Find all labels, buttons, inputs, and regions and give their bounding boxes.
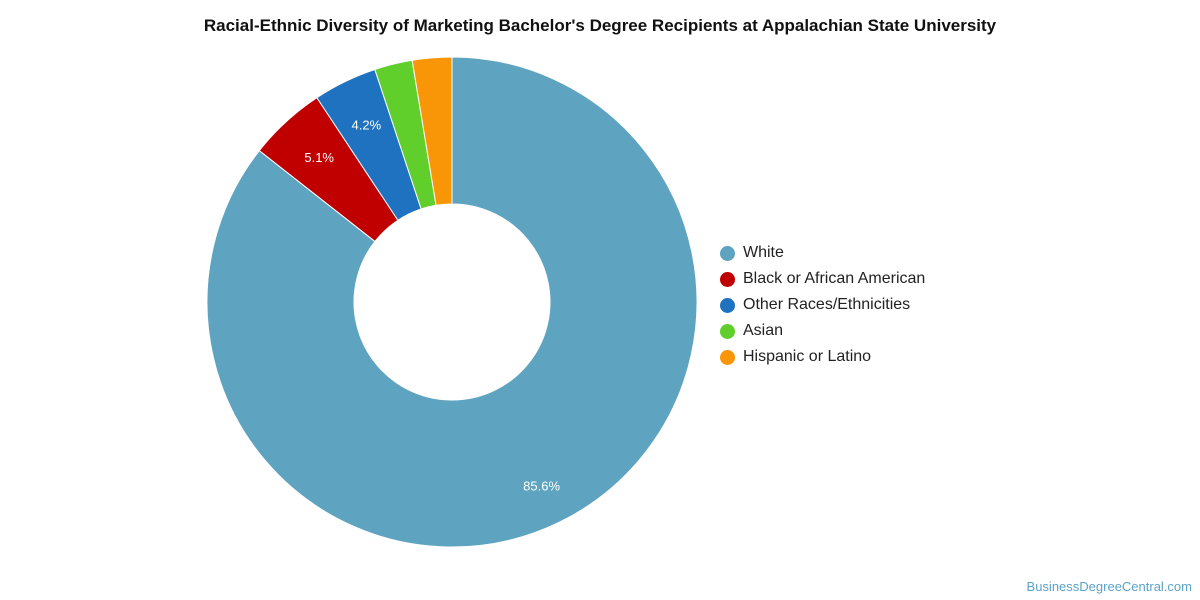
chart-title: Racial-Ethnic Diversity of Marketing Bac…	[203, 16, 997, 35]
legend-label-other-races: Other Races/Ethnicities	[743, 296, 911, 313]
slice-hispanic-or-latino[interactable]	[411, 56, 453, 206]
source-watermark[interactable]: BusinessDegreeCentral.com	[1026, 579, 1192, 594]
legend-swatch-white	[720, 245, 735, 261]
legend-label-asian: Asian	[743, 322, 784, 339]
legend-label-hispanic-or-latino: Hispanic or Latino	[743, 348, 872, 365]
legend-item-white[interactable]: White	[720, 240, 925, 266]
slice-label-other-races: 4.2%	[352, 118, 382, 133]
slice-label-black-or-african-american: 5.1%	[304, 150, 334, 165]
legend-label-black-or-african-american: Black or African American	[743, 270, 926, 287]
slice-label-white: 85.6%	[523, 478, 560, 493]
legend-label-white: White	[743, 244, 784, 261]
legend-swatch-black-or-african-american	[720, 271, 735, 287]
legend-swatch-hispanic-or-latino	[720, 349, 735, 365]
legend-item-asian[interactable]: Asian	[720, 318, 925, 344]
chart-legend: White Black or African American Other Ra…	[720, 240, 925, 370]
legend-swatch-asian	[720, 323, 735, 339]
legend-item-black-or-african-american[interactable]: Black or African American	[720, 266, 925, 292]
slice-white[interactable]	[206, 56, 698, 548]
legend-item-other-races[interactable]: Other Races/Ethnicities	[720, 292, 925, 318]
legend-swatch-other-races	[720, 297, 735, 313]
legend-item-hispanic-or-latino[interactable]: Hispanic or Latino	[720, 344, 925, 370]
